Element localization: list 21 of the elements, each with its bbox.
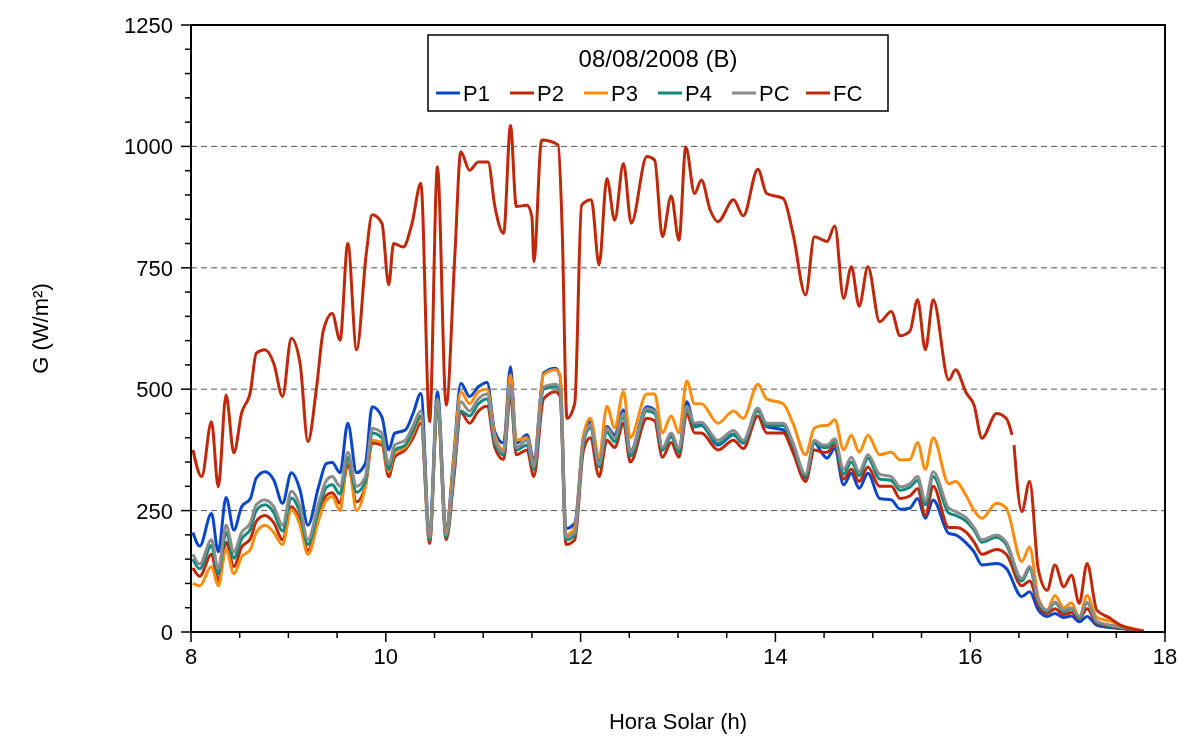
y-tick-label: 500 bbox=[136, 377, 173, 403]
legend-title: 08/08/2008 (B) bbox=[578, 45, 738, 72]
legend-label: P2 bbox=[537, 81, 564, 106]
y-tick-label: 1250 bbox=[124, 13, 173, 38]
x-axis-title: Hora Solar (h) bbox=[608, 709, 748, 734]
x-tick-label: 14 bbox=[763, 644, 788, 669]
y-tick-label: 1000 bbox=[124, 134, 173, 160]
legend-label: P3 bbox=[611, 81, 638, 106]
x-tick-label: 12 bbox=[568, 644, 593, 669]
legend-label: PC bbox=[759, 81, 790, 106]
x-tick-label: 16 bbox=[957, 644, 983, 669]
x-tick-label: 8 bbox=[184, 644, 198, 669]
legend-label: P1 bbox=[463, 81, 490, 106]
y-tick-label: 0 bbox=[160, 620, 173, 645]
y-axis-title: G (W/m²) bbox=[28, 283, 53, 374]
y-tick-label: 750 bbox=[136, 255, 173, 281]
legend-label: FC bbox=[833, 81, 863, 106]
legend-label: P4 bbox=[685, 81, 712, 106]
x-tick-label: 10 bbox=[373, 644, 399, 669]
x-tick-label: 18 bbox=[1152, 644, 1178, 669]
y-tick-label: 250 bbox=[136, 498, 173, 524]
